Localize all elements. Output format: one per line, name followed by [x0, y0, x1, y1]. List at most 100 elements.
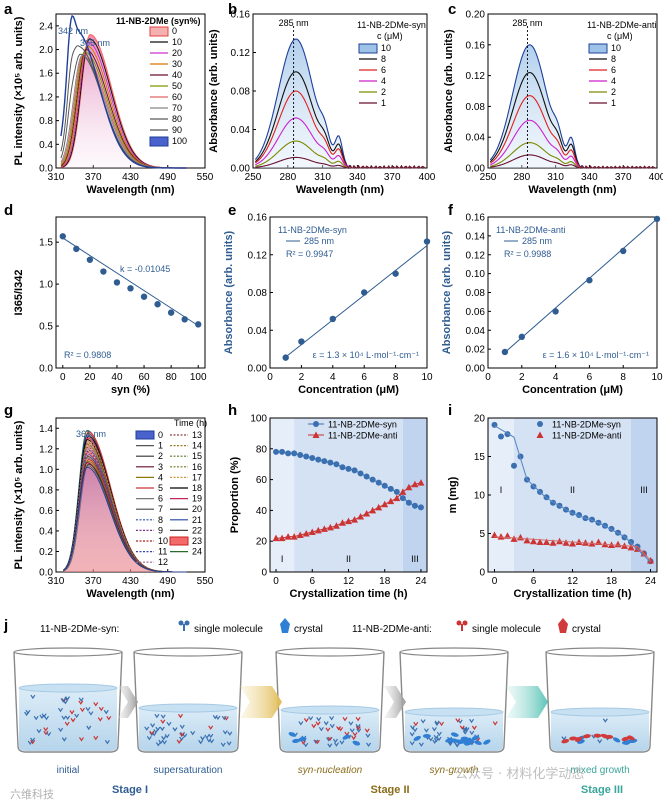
anti-molecule [459, 725, 465, 730]
anti-molecule [325, 727, 331, 732]
legend-entry-90: 90 [172, 125, 182, 135]
x-tick-label: 2 [299, 372, 305, 383]
stage-label-III: III [640, 485, 648, 495]
anti-molecule [336, 726, 342, 731]
syn-crystal [342, 734, 350, 740]
plot-frame [269, 216, 428, 369]
process-arrow [240, 686, 282, 718]
data-point-syn [387, 485, 394, 492]
x-tick-label: 370 [85, 172, 102, 183]
data-point-anti [278, 534, 286, 542]
syn-molecule [433, 734, 439, 740]
anti-molecule [327, 736, 333, 742]
syn-molecule [155, 742, 161, 747]
syn-molecule [469, 718, 475, 724]
x-tick-label: 310 [48, 172, 65, 183]
anti-crystal [621, 736, 630, 742]
legend-entry-0: 0 [172, 26, 177, 36]
data-point-anti [320, 525, 328, 532]
syn-molecule [206, 738, 212, 743]
stage-band-3 [631, 418, 657, 572]
y-tick-label: 20 [256, 537, 268, 548]
x-tick-label: 6 [309, 576, 315, 587]
data-point-anti [272, 534, 280, 542]
syn-molecule [462, 726, 468, 732]
schematic-panel-j: 11-NB-2DMe-syn: single molecule crystal … [13, 618, 655, 796]
data-point [361, 289, 368, 296]
series-line-1 [255, 156, 426, 169]
y-tick-label: 0.04 [466, 133, 486, 144]
data-point-syn [339, 464, 346, 471]
x-tick-label: 430 [122, 172, 139, 183]
syn-crystal [471, 735, 480, 741]
anti-crystal-icon [558, 618, 568, 633]
syn-molecule [323, 721, 329, 726]
panel-letter-g: g [4, 402, 13, 419]
legend-entry-1: 11-NB-2DMe-anti [328, 431, 397, 441]
x-tick-label: 0 [267, 372, 273, 383]
data-point-syn [273, 448, 280, 455]
r2-label: R² = 0.9988 [504, 249, 551, 259]
trend-line-syn [494, 425, 651, 563]
y-axis-label: Absorbance (arb. units) [441, 230, 453, 354]
legend-swatch-10 [358, 43, 378, 54]
stage-2-label: Stage II [370, 784, 409, 796]
anti-molecule [311, 723, 317, 729]
panel-letter-i: i [448, 402, 452, 419]
y-tick-label: 1.5 [39, 238, 53, 249]
syn-molecule [208, 733, 214, 739]
y-axis-label: Absorbance (arb. units) [223, 230, 235, 354]
syn-molecule [30, 737, 36, 743]
chart-panel-c: 250 280 310 340 370 400 0.00 0.04 0.08 0.12 0.16 0.… [443, 10, 663, 197]
x-tick-label: 0 [273, 576, 279, 587]
x-tick-label: 6 [587, 372, 593, 383]
anti-crystal [582, 734, 591, 739]
legend-entry-10: 10 [381, 43, 391, 53]
fit-line [504, 218, 658, 353]
data-point [552, 308, 559, 315]
anti-molecule [471, 725, 477, 731]
y-tick-label: 0.20 [466, 10, 486, 21]
y-tick-label: 0 [261, 568, 267, 579]
beaker-caption: mixed growth [570, 765, 629, 776]
syn-molecule [200, 736, 206, 741]
data-point-syn [375, 479, 382, 486]
chart-panel-g: 310 370 430 490 5500.00.20.40.60.81.01.21.4W… [13, 417, 214, 600]
y-tick-label: 1.2 [39, 444, 53, 455]
legend-entry-30: 30 [172, 59, 182, 69]
legend-entry-0: 0 [158, 430, 163, 440]
y-tick-label: 0 [479, 568, 485, 579]
data-point-anti [549, 539, 557, 546]
panel-letter-f: f [448, 202, 454, 219]
data-point-anti [497, 533, 505, 540]
solution [19, 688, 117, 751]
syn-molecule [164, 733, 170, 739]
syn-molecule [412, 727, 418, 733]
anti-molecule [70, 718, 76, 723]
data-point [620, 247, 627, 255]
series-line-100 [60, 14, 187, 169]
x-tick-label: 340 [581, 172, 598, 183]
data-point [298, 338, 305, 345]
stage-band-2 [294, 418, 403, 572]
legend-entry-13: 13 [192, 430, 202, 440]
legend-entry-1: 1 [158, 441, 163, 451]
syn-molecule [85, 707, 91, 712]
y-tick-label: 0.0 [39, 364, 53, 375]
syn-crystal-icon [280, 618, 290, 633]
anti-molecule [364, 728, 370, 733]
syn-molecule [420, 719, 426, 724]
syn-molecule [326, 737, 332, 742]
y-tick-label: 0.12 [466, 71, 486, 82]
data-point-syn [297, 451, 304, 458]
data-point-anti [314, 526, 322, 534]
data-point [195, 321, 202, 328]
syn-molecule [348, 721, 354, 726]
solution-surface [138, 703, 238, 713]
anti-crystal [561, 739, 570, 744]
legend-entry-4: 4 [611, 76, 616, 86]
r2-label: R² = 0.9947 [286, 249, 333, 259]
syn-crystal [292, 738, 301, 743]
legend-entry-2: 2 [611, 87, 616, 97]
x-axis-label: Crystallization time (h) [290, 588, 408, 600]
